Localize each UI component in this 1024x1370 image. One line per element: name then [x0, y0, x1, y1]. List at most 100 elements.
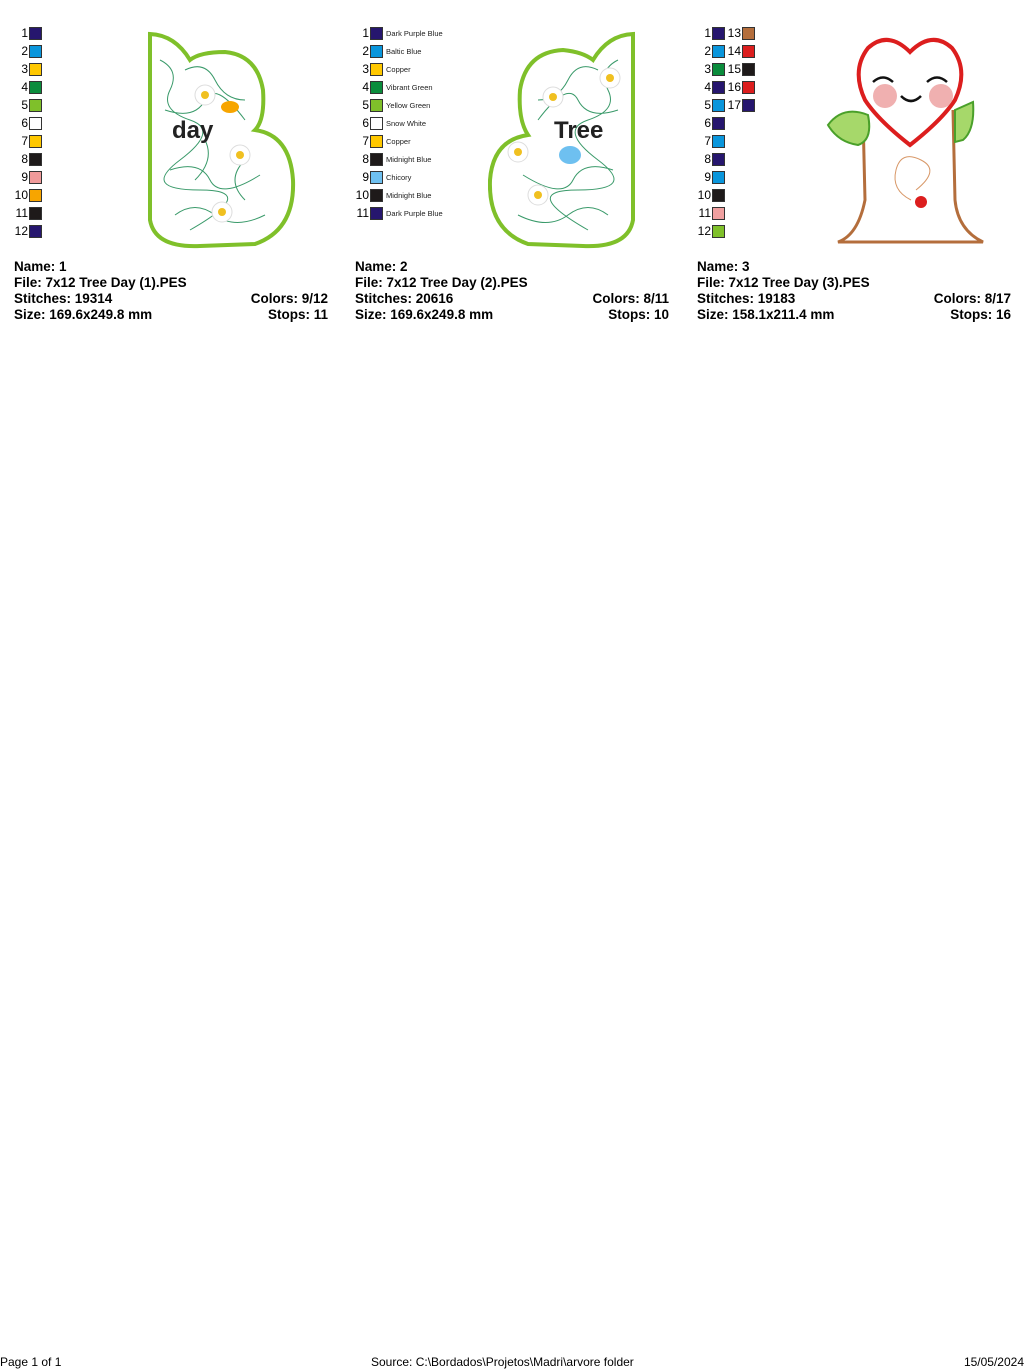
color-index: 5: [21, 98, 28, 112]
color-swatch-row: 9: [0, 170, 42, 184]
color-swatch: [712, 224, 725, 238]
source-path: Source: C:\Bordados\Projetos\Madri\arvor…: [371, 1355, 634, 1369]
color-name: Copper: [386, 64, 411, 74]
color-swatch: [712, 80, 725, 94]
color-swatch-row: 16: [713, 80, 755, 94]
color-index: 9: [362, 170, 369, 184]
color-swatch-row: 7 Copper: [341, 134, 411, 148]
color-swatch-row: 1 Dark Purple Blue: [341, 26, 442, 40]
design-text: day: [172, 117, 214, 144]
color-index: 2: [704, 44, 711, 58]
color-swatch-row: 4 Vibrant Green: [341, 80, 433, 94]
color-swatch-row: 2: [683, 44, 725, 58]
stitch-count: Stitches: 20616: [355, 291, 454, 306]
color-swatch: [712, 206, 725, 220]
design-text: Tree: [554, 117, 603, 144]
colors-count: Colors: 8/17: [933, 291, 1011, 306]
color-index: 4: [21, 80, 28, 94]
color-swatch-row: 11: [683, 206, 725, 220]
color-swatch: [370, 44, 383, 58]
color-swatch-row: 10 Midnight Blue: [341, 188, 432, 202]
color-swatch-row: 8: [0, 152, 42, 166]
color-swatch-row: 1: [0, 26, 42, 40]
design-panel-3: 1 2 3 4 5 6 7 8 9 10 11 12 13 14 15 16 17: [683, 0, 1003, 330]
color-swatch: [370, 26, 383, 40]
colors-count: Colors: 8/11: [592, 291, 669, 306]
color-swatch-row: 11: [0, 206, 42, 220]
design-name: Name: 1: [14, 259, 67, 274]
design-info-2: Name: 2 File: 7x12 Tree Day (2).PES Stit…: [355, 259, 669, 323]
color-swatch-row: 12: [0, 224, 42, 238]
color-swatch: [29, 134, 42, 148]
color-index: 1: [21, 26, 28, 40]
color-index: 9: [21, 170, 28, 184]
color-swatch: [29, 44, 42, 58]
color-index: 4: [704, 80, 711, 94]
color-index: 7: [704, 134, 711, 148]
color-swatch: [29, 152, 42, 166]
color-swatch: [370, 188, 383, 202]
color-swatch-row: 15: [713, 62, 755, 76]
color-swatch: [742, 80, 755, 94]
design-file: File: 7x12 Tree Day (3).PES: [697, 275, 870, 290]
design-size: Size: 158.1x211.4 mm: [697, 307, 835, 322]
color-swatch: [712, 134, 725, 148]
color-swatch: [712, 44, 725, 58]
color-index: 13: [727, 26, 741, 40]
color-swatch-row: 5 Yellow Green: [341, 98, 430, 112]
color-swatch: [29, 62, 42, 76]
color-index: 8: [704, 152, 711, 166]
color-index: 14: [727, 44, 741, 58]
color-index: 5: [362, 98, 369, 112]
color-name: Vibrant Green: [386, 82, 433, 92]
color-swatch-row: 7: [683, 134, 725, 148]
color-index: 16: [727, 80, 741, 94]
color-swatch: [370, 116, 383, 130]
color-swatch-row: 3 Copper: [341, 62, 411, 76]
design-preview-1: day: [148, 31, 296, 249]
colors-count: Colors: 9/12: [250, 291, 328, 306]
color-index: 6: [704, 116, 711, 130]
color-swatch: [712, 26, 725, 40]
color-swatch-row: 2 Baltic Blue: [341, 44, 421, 58]
color-index: 6: [21, 116, 28, 130]
color-swatch: [742, 62, 755, 76]
stops-count: Stops: 10: [608, 307, 669, 322]
color-swatch-row: 4: [0, 80, 42, 94]
color-swatch-row: 5: [0, 98, 42, 112]
color-name: Copper: [386, 136, 411, 146]
color-swatch-row: 5: [683, 98, 725, 112]
color-swatch: [29, 98, 42, 112]
color-swatch-row: 2: [0, 44, 42, 58]
color-swatch-row: 11 Dark Purple Blue: [341, 206, 443, 220]
design-info-1: Name: 1 File: 7x12 Tree Day (1).PES Stit…: [14, 259, 328, 323]
color-swatch: [29, 26, 42, 40]
color-swatch: [370, 80, 383, 94]
design-name: Name: 2: [355, 259, 408, 274]
color-name: Dark Purple Blue: [386, 208, 443, 218]
color-swatch: [712, 152, 725, 166]
color-index: 1: [362, 26, 369, 40]
print-date: 15/05/2024: [963, 1355, 1024, 1369]
color-index: 10: [355, 188, 369, 202]
color-index: 2: [362, 44, 369, 58]
color-swatch-row: 9: [683, 170, 725, 184]
color-index: 7: [362, 134, 369, 148]
color-name: Baltic Blue: [386, 46, 422, 56]
stitch-count: Stitches: 19183: [697, 291, 796, 306]
color-index: 11: [356, 206, 369, 220]
color-name: Midnight Blue: [386, 190, 432, 200]
design-size: Size: 169.6x249.8 mm: [14, 307, 153, 322]
color-index: 3: [362, 62, 369, 76]
color-swatch: [29, 116, 42, 130]
color-index: 12: [14, 224, 28, 238]
color-swatch: [370, 152, 383, 166]
design-file: File: 7x12 Tree Day (2).PES: [355, 275, 528, 290]
color-name: Yellow Green: [386, 100, 431, 110]
color-swatch-row: 17: [713, 98, 755, 112]
color-swatch: [29, 188, 42, 202]
color-index: 15: [727, 62, 741, 76]
color-swatch-row: 8 Midnight Blue: [341, 152, 431, 166]
color-index: 10: [14, 188, 28, 202]
page-number: Page 1 of 1: [0, 1355, 62, 1369]
